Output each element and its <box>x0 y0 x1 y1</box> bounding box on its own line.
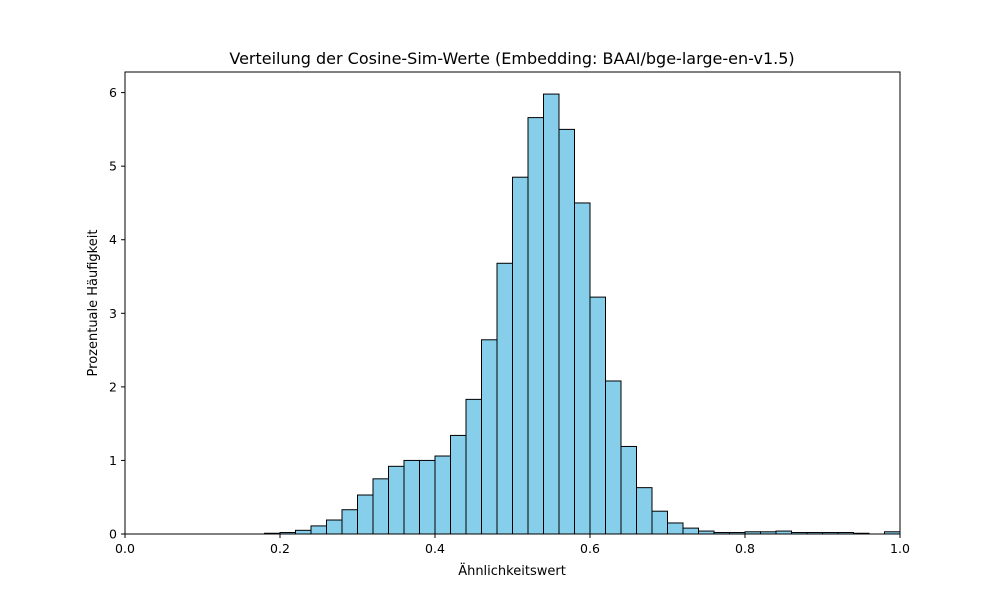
histogram-bar <box>620 445 637 535</box>
histogram-bar <box>341 509 358 535</box>
y-axis-label: Prozentuale Häufigkeit <box>86 230 101 377</box>
histogram-bar <box>636 487 653 535</box>
histogram-bar <box>667 522 684 535</box>
x-tick-label: 0.2 <box>270 541 290 556</box>
y-tick-label: 4 <box>109 232 117 247</box>
y-tick-label: 0 <box>109 527 117 542</box>
histogram-bar <box>574 202 591 535</box>
histogram-bar <box>450 434 467 535</box>
histogram-bar <box>372 478 389 535</box>
x-tick-label: 0.0 <box>115 541 135 556</box>
histogram-bar <box>527 117 544 535</box>
x-axis-ticks: 0.0 0.2 0.4 0.6 0.8 1.0 <box>115 534 910 556</box>
histogram-bar <box>388 465 405 535</box>
bars-group <box>264 93 901 535</box>
y-tick-label: 1 <box>109 453 117 468</box>
histogram-bar <box>682 527 699 535</box>
histogram-bar <box>512 176 529 535</box>
y-tick-label: 6 <box>109 85 117 100</box>
histogram-bar <box>434 455 451 535</box>
histogram-bar <box>357 494 374 535</box>
histogram-bar <box>403 459 420 535</box>
plot-frame <box>124 71 901 535</box>
x-tick-label: 0.4 <box>425 541 445 556</box>
histogram-bar <box>589 296 606 535</box>
histogram-bar <box>419 459 436 535</box>
histogram-bar <box>481 339 498 535</box>
histogram-bar <box>465 398 482 535</box>
y-tick-label: 3 <box>109 306 117 321</box>
y-tick-label: 5 <box>109 159 117 174</box>
y-tick-label: 2 <box>109 379 117 394</box>
x-axis-label: Ähnlichkeitswert <box>458 563 566 579</box>
histogram-bar <box>496 262 513 535</box>
histogram-bar <box>310 525 327 535</box>
histogram-bar <box>326 519 343 535</box>
x-tick-label: 0.6 <box>580 541 600 556</box>
x-tick-label: 1.0 <box>890 541 910 556</box>
histogram-bar <box>651 510 668 535</box>
chart-title: Verteilung der Cosine-Sim-Werte (Embeddi… <box>229 49 794 68</box>
x-tick-label: 0.8 <box>735 541 755 556</box>
histogram-bar <box>558 128 575 535</box>
y-axis-ticks: 0 1 2 3 4 5 6 <box>109 85 125 542</box>
histogram-bar <box>605 380 622 535</box>
histogram-bar <box>543 93 560 535</box>
histogram-bar <box>295 529 312 535</box>
